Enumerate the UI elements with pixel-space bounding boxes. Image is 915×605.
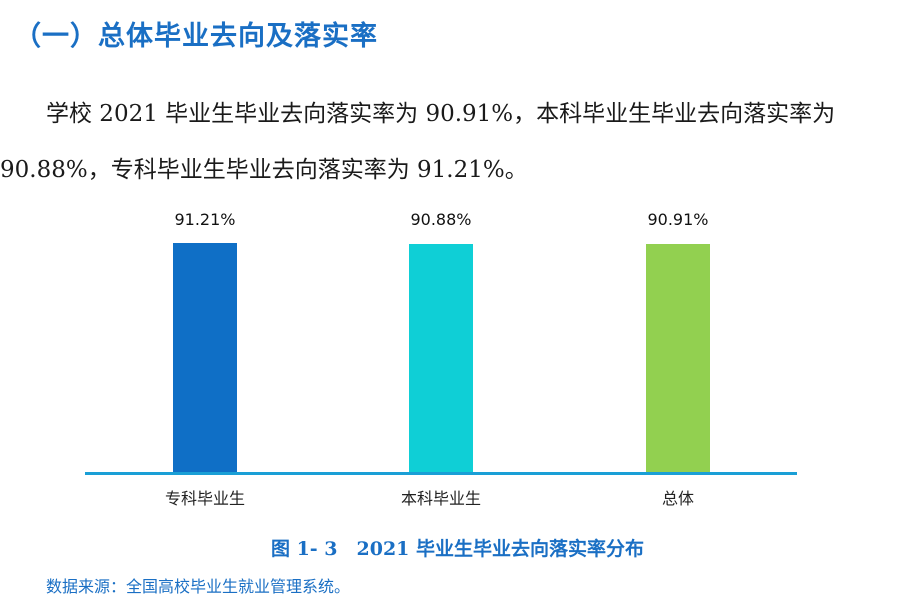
category-label: 本科毕业生 [400,489,481,508]
bar-benke [409,244,473,473]
x-axis-line [85,472,797,475]
summary-text: 学校 2021 毕业生毕业去向落实率为 90.91%，本科毕业生毕业去向落实率为… [0,101,836,183]
bar-value-label: 91.21% [174,210,236,229]
figure-caption: 图 1- 3 2021 毕业生毕业去向落实率分布 [270,538,645,560]
bar-value-label: 90.91% [647,210,709,229]
bar-chart: 91.21% 90.88% 90.91% 专科毕业生 本科毕业生 总体 [0,195,915,525]
category-label: 专科毕业生 [164,489,245,508]
bar-total [646,244,710,473]
bar-zhuanke [173,243,237,473]
category-label: 总体 [661,489,694,508]
bar-value-label: 90.88% [410,210,472,229]
summary-paragraph: 学校 2021 毕业生毕业去向落实率为 90.91%，本科毕业生毕业去向落实率为… [0,86,912,198]
data-source-note: 数据来源：全国高校毕业生就业管理系统。 [46,577,351,596]
section-heading: （一）总体毕业去向及落实率 [14,21,378,52]
